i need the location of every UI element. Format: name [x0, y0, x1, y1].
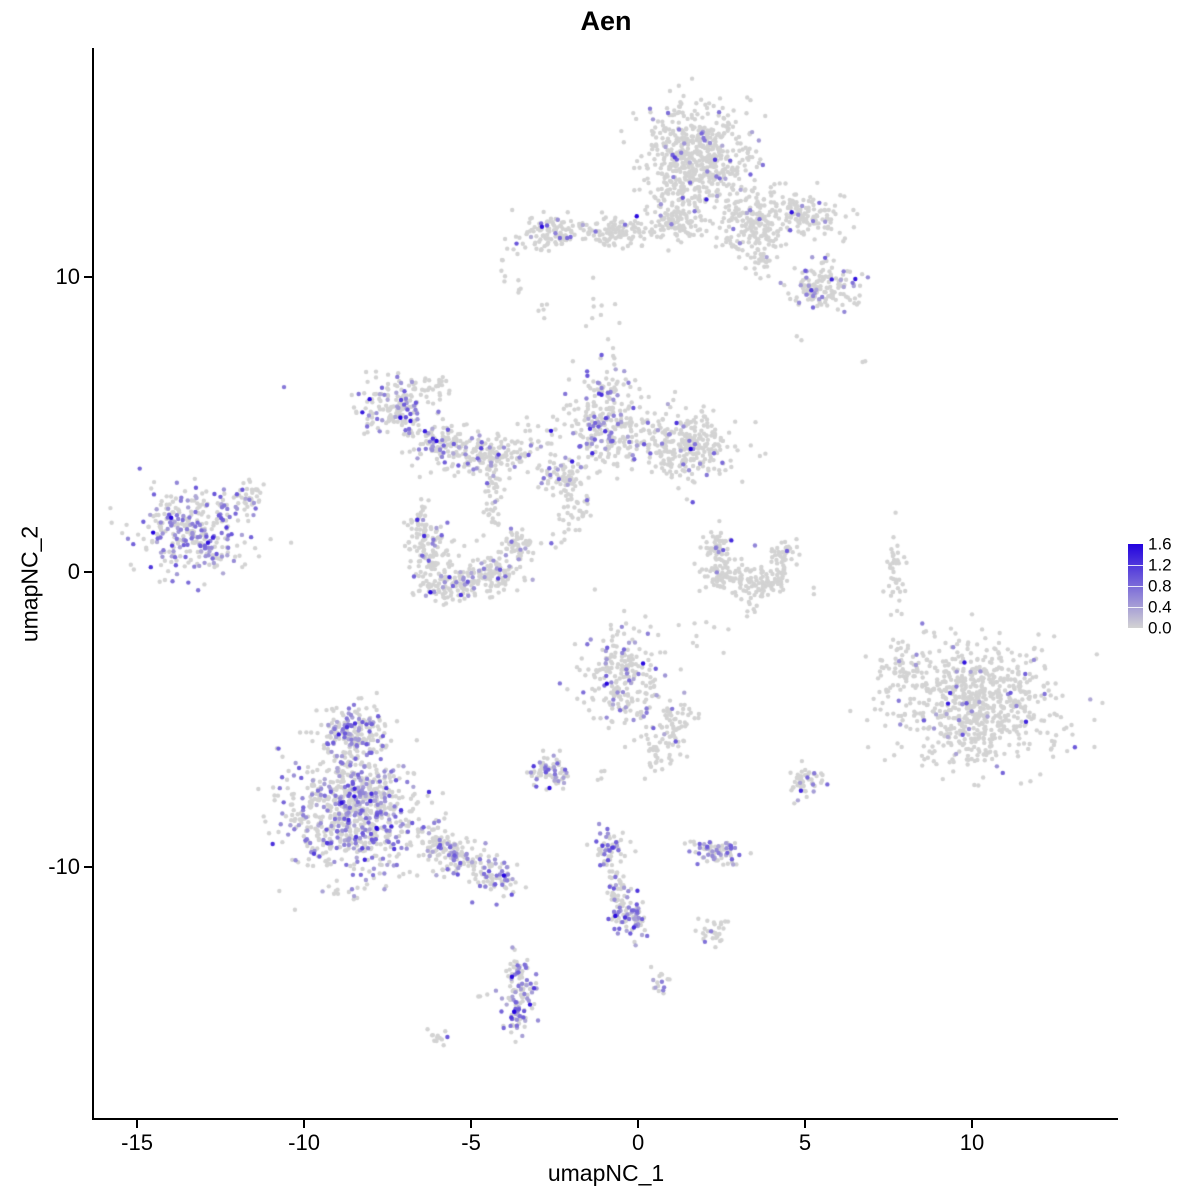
y-tick-mark	[84, 866, 92, 868]
x-axis-title: umapNC_1	[547, 1160, 665, 1186]
x-tick-label: 5	[798, 1130, 812, 1155]
colorbar-tick	[1128, 586, 1143, 587]
y-tick-label: -10	[48, 854, 80, 879]
x-tick-label: -15	[121, 1130, 153, 1155]
x-tick-label: -10	[288, 1130, 320, 1155]
y-tick-label: 10	[55, 264, 80, 290]
x-tick-label: 0	[631, 1130, 645, 1155]
colorbar-tick-label: 1.6	[1148, 534, 1172, 554]
x-tick-mark	[804, 1120, 807, 1128]
colorbar-tick-label: 0.0	[1148, 618, 1172, 638]
colorbar-tick	[1128, 565, 1143, 566]
x-tick-mark	[971, 1120, 974, 1128]
x-axis-line	[92, 1118, 1118, 1120]
colorbar-tick-label: 0.8	[1148, 576, 1172, 596]
x-tick-mark	[470, 1120, 473, 1128]
colorbar-tick-label: 1.2	[1148, 555, 1172, 575]
x-tick-mark	[303, 1120, 306, 1128]
plot-panel	[94, 50, 1118, 1118]
x-tick-label: 10	[959, 1130, 985, 1155]
y-axis-line	[92, 48, 94, 1120]
x-tick-mark	[637, 1120, 640, 1128]
colorbar-tick-label: 0.4	[1148, 597, 1172, 617]
y-tick-label: 0	[67, 559, 80, 585]
x-tick-mark	[136, 1120, 139, 1128]
umap-scatter-canvas[interactable]	[94, 50, 1118, 1118]
y-tick-mark	[84, 276, 92, 279]
figure-title: Aen	[580, 6, 632, 36]
x-tick-label: -5	[461, 1130, 481, 1155]
y-tick-mark	[84, 571, 92, 574]
y-axis-title: umapNC_2	[16, 525, 43, 643]
colorbar-tick	[1128, 607, 1143, 608]
